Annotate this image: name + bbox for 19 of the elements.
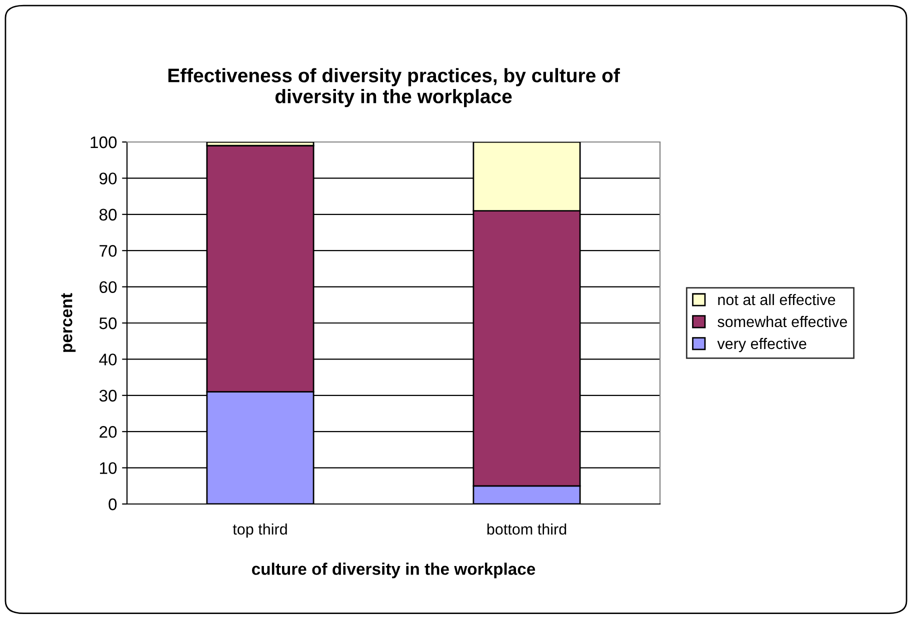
x-tick-label: bottom third [487, 523, 566, 535]
y-tick-label: 70 [100, 245, 117, 257]
y-tick-label: 100 [90, 136, 117, 148]
legend-label: somewhat effective [718, 316, 848, 328]
y-tick-label: 60 [100, 281, 117, 294]
y-tick-label: 80 [99, 208, 117, 221]
y-tick-label: 0 [108, 498, 117, 510]
y-tick-label: 90 [100, 172, 117, 184]
y-tick-label: 50 [99, 317, 117, 330]
y-axis-title: percent [61, 293, 76, 352]
x-tick-label: top third [232, 523, 287, 538]
y-tick-label: 20 [100, 426, 117, 438]
y-tick-label: 40 [99, 354, 117, 366]
legend-label: very effective [717, 338, 806, 352]
chart-title: Effectiveness of diversity practices, by culture of diversity in the workplace [168, 68, 620, 108]
y-tick-label: 30 [99, 390, 117, 402]
y-tick-label: 10 [100, 462, 117, 474]
x-axis-title: culture of diversity in the workplace [252, 562, 536, 578]
legend-label: not at all effective [718, 294, 836, 306]
